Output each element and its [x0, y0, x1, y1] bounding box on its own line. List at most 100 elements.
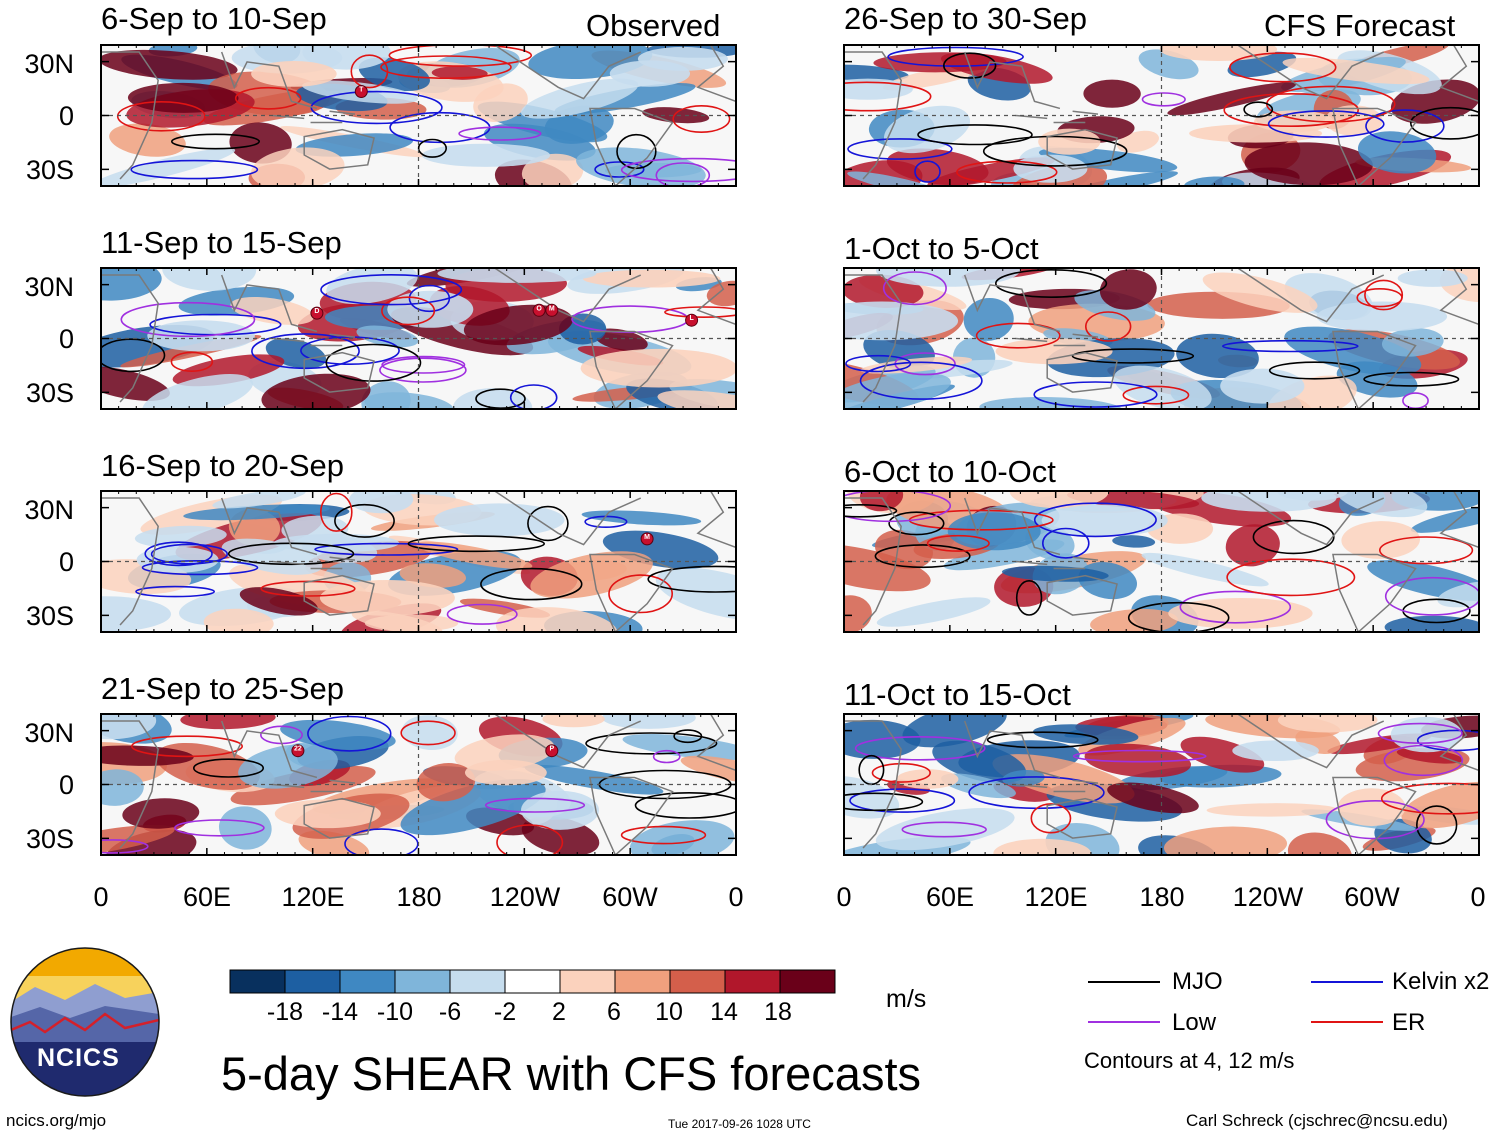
shear-blob [387, 290, 474, 328]
anomaly-contour [1015, 580, 1043, 616]
coastline [494, 491, 642, 546]
lat-label: 30N [24, 49, 74, 79]
anomaly-contour [844, 792, 924, 812]
coastline [1332, 776, 1417, 855]
lat-label: 0 [58, 547, 74, 577]
lon-label: 0 [836, 882, 852, 912]
coastline [220, 51, 318, 110]
lon-label: 0 [1470, 882, 1486, 912]
shear-blob [142, 374, 254, 409]
coastline [220, 497, 318, 556]
shear-blob [1117, 130, 1159, 153]
anomaly-contour [1378, 536, 1474, 565]
shear-blob [844, 372, 951, 409]
legend-note: Contours at 4, 12 m/s [1084, 1048, 1295, 1073]
anomaly-contour [131, 735, 244, 758]
coastline [1237, 268, 1385, 323]
colorbar-swatch [339, 969, 396, 994]
logo-text: NCICS [37, 1044, 120, 1072]
lon-label: 120E [281, 882, 345, 912]
coastline [1237, 491, 1385, 546]
map-panel: D O M L [100, 267, 737, 410]
anomaly-contour [509, 384, 558, 409]
shear-blob [127, 82, 239, 113]
shear-blob [622, 734, 736, 760]
shear-blob [844, 595, 872, 632]
coastline [303, 574, 375, 616]
storm-icon [545, 303, 559, 317]
shear-blob [932, 740, 1027, 784]
shear-blob [859, 491, 904, 512]
anomaly-contour [1416, 729, 1479, 752]
anomaly-contour [672, 105, 731, 134]
shear-blob [875, 808, 1015, 851]
anomaly-contour [1071, 348, 1195, 364]
anomaly-contour [847, 138, 953, 160]
observed-header: Observed [586, 8, 721, 43]
lat-label: 30S [25, 601, 74, 631]
coastline [1046, 574, 1118, 616]
shear-blob [109, 123, 186, 157]
anomaly-contour [1141, 92, 1186, 107]
storm-label: L [689, 315, 694, 322]
colorbar-swatch [669, 969, 726, 994]
shear-blob [1341, 521, 1420, 559]
shear-blob [274, 799, 381, 829]
anomaly-contour [1268, 361, 1361, 380]
anomaly-contour [325, 343, 422, 382]
shear-blob [319, 580, 455, 616]
shear-blob [364, 614, 459, 632]
coastline [1439, 714, 1479, 772]
lon-label: 120W [1232, 882, 1304, 912]
anomaly-contour [854, 735, 986, 761]
shear-blob [1381, 328, 1444, 357]
panel-title: 11-Oct to 15-Oct [844, 677, 1071, 712]
shear-blob [524, 764, 664, 795]
coastline [844, 51, 902, 180]
shear-blob [1090, 608, 1178, 632]
shear-blob [101, 596, 171, 632]
lon-label: 60W [1344, 882, 1400, 912]
anomaly-contour [400, 720, 456, 746]
shear-blob [101, 49, 238, 80]
shear-blob [609, 60, 691, 87]
coastline [101, 51, 159, 180]
colorbar-swatch [779, 969, 836, 994]
shear-blob [416, 763, 476, 802]
anomaly-contour [1377, 722, 1463, 745]
shear-blob [876, 597, 991, 627]
lat-label: 30S [25, 155, 74, 185]
lat-label: 30N [24, 272, 74, 302]
anomaly-contour [655, 162, 711, 186]
anomaly-contour [882, 271, 947, 306]
lat-label: 0 [58, 324, 74, 354]
map-panel [843, 713, 1480, 856]
coastline [1046, 797, 1118, 839]
coastline [303, 128, 375, 170]
shear-blob [521, 153, 584, 186]
anomaly-contour [975, 322, 1061, 349]
coastline [589, 107, 674, 186]
coastline [844, 720, 902, 849]
coastline [101, 497, 159, 626]
shear-blob [495, 607, 618, 632]
shear-blob [465, 759, 547, 786]
shear-blob [421, 143, 551, 167]
coastline [1439, 268, 1479, 326]
shear-blob [239, 587, 318, 616]
coastline [1046, 351, 1118, 393]
storm-label: M [644, 534, 650, 541]
lon-label: 180 [396, 882, 442, 912]
anomaly-contour [926, 534, 990, 552]
coastline [1332, 107, 1417, 186]
colorbar-label: -10 [376, 998, 414, 1026]
shear-blob [1112, 535, 1156, 548]
colorbar [229, 969, 836, 994]
anomaly-contour [1122, 385, 1190, 405]
shear-blob [1244, 142, 1373, 186]
anomaly-contour [381, 296, 436, 326]
anomaly-contour [1410, 106, 1479, 140]
anomaly-contour [585, 732, 718, 755]
anomaly-contour [887, 46, 1024, 67]
footer-url[interactable]: ncics.org/mjo [6, 1111, 107, 1130]
